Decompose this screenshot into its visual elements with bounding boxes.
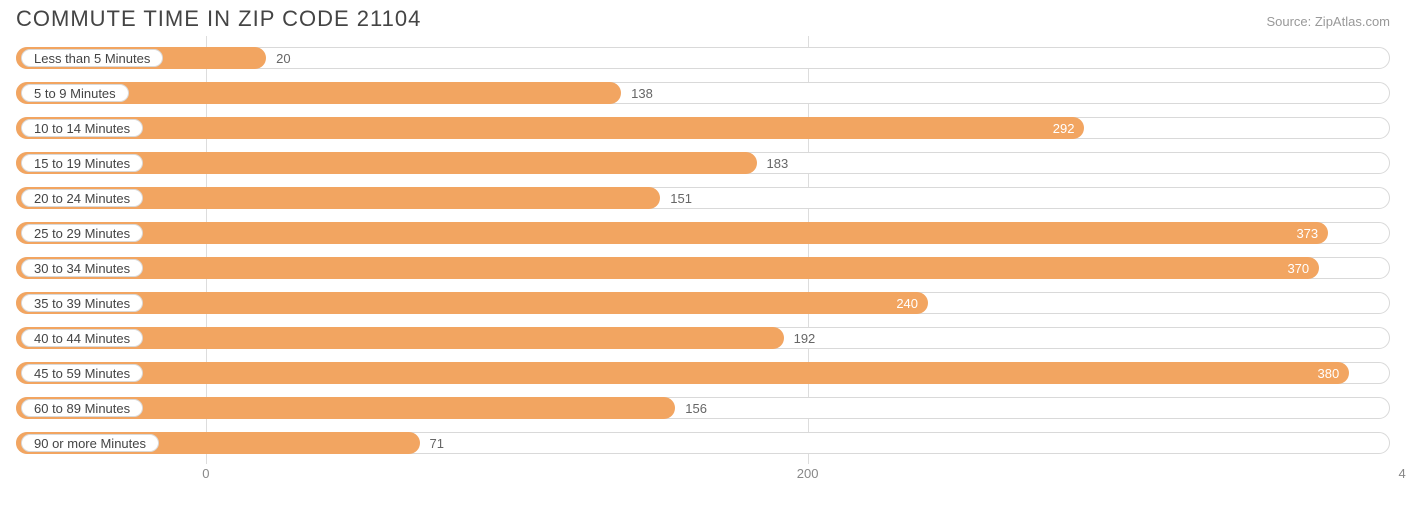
- bar-row: Less than 5 Minutes 20: [16, 44, 1390, 72]
- category-pill: 35 to 39 Minutes: [21, 294, 143, 312]
- bar-row: 10 to 14 Minutes 292: [16, 114, 1390, 142]
- bar-row: 45 to 59 Minutes 380: [16, 359, 1390, 387]
- value-label: 20: [276, 44, 290, 72]
- bar-row: 40 to 44 Minutes 192: [16, 324, 1390, 352]
- value-label: 71: [430, 429, 444, 457]
- category-pill: Less than 5 Minutes: [21, 49, 163, 67]
- value-label: 192: [794, 324, 816, 352]
- category-pill: 30 to 34 Minutes: [21, 259, 143, 277]
- category-pill: 15 to 19 Minutes: [21, 154, 143, 172]
- category-label: 5 to 9 Minutes: [34, 86, 116, 101]
- bar-row: 30 to 34 Minutes 370: [16, 254, 1390, 282]
- category-pill: 90 or more Minutes: [21, 434, 159, 452]
- category-pill: 60 to 89 Minutes: [21, 399, 143, 417]
- category-label: 60 to 89 Minutes: [34, 401, 130, 416]
- category-pill: 5 to 9 Minutes: [21, 84, 129, 102]
- category-label: Less than 5 Minutes: [34, 51, 150, 66]
- value-label: 292: [1053, 114, 1075, 142]
- bar-row: 15 to 19 Minutes 183: [16, 149, 1390, 177]
- chart-area: Less than 5 Minutes 20 5 to 9 Minutes 138 10…: [0, 36, 1406, 492]
- bar: [16, 117, 1084, 139]
- category-label: 15 to 19 Minutes: [34, 156, 130, 171]
- category-label: 35 to 39 Minutes: [34, 296, 130, 311]
- axis-tick-label: 200: [797, 466, 819, 481]
- bar-row: 20 to 24 Minutes 151: [16, 184, 1390, 212]
- category-pill: 10 to 14 Minutes: [21, 119, 143, 137]
- category-pill: 45 to 59 Minutes: [21, 364, 143, 382]
- bar: [16, 292, 928, 314]
- bar: [16, 257, 1319, 279]
- value-label: 370: [1287, 254, 1309, 282]
- category-label: 20 to 24 Minutes: [34, 191, 130, 206]
- axis-tick-label: 0: [202, 466, 209, 481]
- category-label: 25 to 29 Minutes: [34, 226, 130, 241]
- value-label: 156: [685, 394, 707, 422]
- category-pill: 40 to 44 Minutes: [21, 329, 143, 347]
- chart-header: COMMUTE TIME IN ZIP CODE 21104 Source: Z…: [0, 0, 1406, 36]
- category-label: 30 to 34 Minutes: [34, 261, 130, 276]
- category-pill: 25 to 29 Minutes: [21, 224, 143, 242]
- bar: [16, 362, 1349, 384]
- value-label: 240: [896, 289, 918, 317]
- category-pill: 20 to 24 Minutes: [21, 189, 143, 207]
- chart-title: COMMUTE TIME IN ZIP CODE 21104: [16, 6, 421, 32]
- value-label: 380: [1318, 359, 1340, 387]
- chart-source: Source: ZipAtlas.com: [1266, 14, 1390, 29]
- bar-row: 90 or more Minutes 71: [16, 429, 1390, 457]
- category-label: 90 or more Minutes: [34, 436, 146, 451]
- value-label: 151: [670, 184, 692, 212]
- category-label: 10 to 14 Minutes: [34, 121, 130, 136]
- bar-row: 60 to 89 Minutes 156: [16, 394, 1390, 422]
- category-label: 40 to 44 Minutes: [34, 331, 130, 346]
- x-axis: 0200400: [16, 464, 1390, 492]
- value-label: 138: [631, 79, 653, 107]
- category-label: 45 to 59 Minutes: [34, 366, 130, 381]
- bar: [16, 222, 1328, 244]
- axis-tick-label: 400: [1399, 466, 1406, 481]
- bar-row: 35 to 39 Minutes 240: [16, 289, 1390, 317]
- value-label: 183: [767, 149, 789, 177]
- bar-row: 25 to 29 Minutes 373: [16, 219, 1390, 247]
- value-label: 373: [1296, 219, 1318, 247]
- bar-row: 5 to 9 Minutes 138: [16, 79, 1390, 107]
